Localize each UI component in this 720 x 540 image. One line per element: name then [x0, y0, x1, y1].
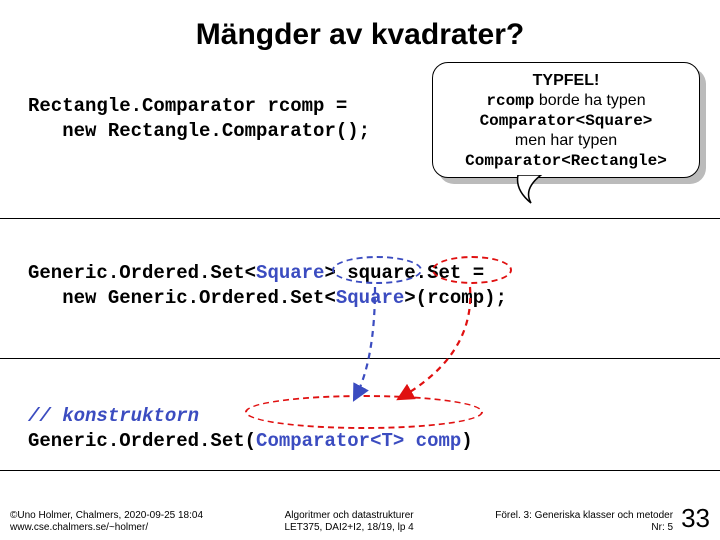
- code-text: );: [484, 287, 507, 309]
- divider: [0, 358, 720, 359]
- callout-mono: Comparator<Square>: [443, 111, 689, 131]
- code-block-2: Generic.Ordered.Set<Square> square.Set =…: [28, 235, 507, 312]
- callout-mono: rcomp: [486, 92, 534, 110]
- divider: [0, 470, 720, 471]
- footer-text: Förel. 3: Generiska klasser och metoder: [495, 510, 673, 522]
- code-text: rcomp: [427, 287, 484, 309]
- footer-text: LET375, DAI2+I2, 18/19, lp 4: [203, 522, 495, 534]
- footer-right: Förel. 3: Generiska klasser och metoder …: [495, 503, 710, 534]
- callout-heading: TYPFEL!: [533, 72, 600, 89]
- slide-title: Mängder av kvadrater?: [28, 18, 692, 52]
- typfel-callout: TYPFEL! rcomp borde ha typen Comparator<…: [432, 62, 700, 178]
- divider: [0, 218, 720, 219]
- code-block-3: // konstruktorn Generic.Ordered.Set(Comp…: [28, 378, 473, 455]
- footer-text: www.cse.chalmers.se/~holmer/: [10, 522, 203, 534]
- code-text: new Generic.Ordered.Set<: [28, 287, 336, 309]
- footer-text: Nr: 5: [495, 522, 673, 534]
- code-text: Generic.Ordered.Set<: [28, 262, 256, 284]
- code-text: new Rectangle.Comparator();: [28, 120, 370, 142]
- code-text: Generic.Ordered.Set(: [28, 430, 256, 452]
- footer-center: Algoritmer och datastrukturer LET375, DA…: [203, 510, 495, 534]
- callout-text: borde ha typen: [534, 92, 645, 109]
- code-text: Rectangle.Comparator rcomp =: [28, 95, 347, 117]
- code-text: > square.Set =: [324, 262, 484, 284]
- footer-left: ©Uno Holmer, Chalmers, 2020-09-25 18:04 …: [10, 510, 203, 534]
- callout-tail-icon: [513, 175, 553, 205]
- code-text: >(: [404, 287, 427, 309]
- footer-text: ©Uno Holmer, Chalmers, 2020-09-25 18:04: [10, 510, 203, 522]
- code-keyword: Comparator<T> comp: [256, 430, 461, 452]
- code-keyword: Square: [336, 287, 404, 309]
- slide-footer: ©Uno Holmer, Chalmers, 2020-09-25 18:04 …: [10, 503, 710, 534]
- callout-text: men har typen: [443, 131, 689, 151]
- callout-mono: Comparator<Rectangle>: [443, 151, 689, 171]
- code-keyword: Square: [256, 262, 324, 284]
- code-block-1: Rectangle.Comparator rcomp = new Rectang…: [28, 68, 370, 145]
- footer-text: Algoritmer och datastrukturer: [203, 510, 495, 522]
- code-comment: // konstruktorn: [28, 405, 199, 427]
- slide-number: 33: [681, 503, 710, 534]
- code-text: ): [461, 430, 472, 452]
